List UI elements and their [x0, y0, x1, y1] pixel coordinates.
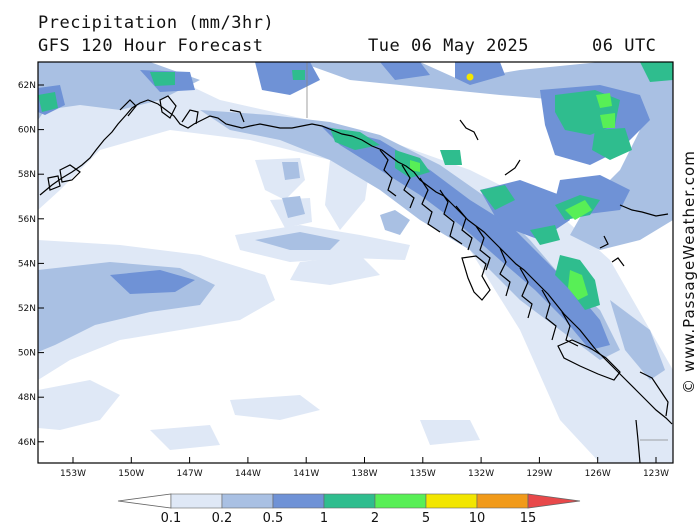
- legend-bin: [476, 493, 529, 509]
- legend-bin: [221, 493, 274, 509]
- legend-label: 0.5: [263, 511, 284, 525]
- border-lines: [306, 62, 668, 441]
- forecast-date: Tue 06 May 2025: [368, 36, 530, 56]
- forecast-subtitle: GFS 120 Hour Forecast: [38, 36, 264, 56]
- lat-tick-label: 60N: [18, 126, 36, 136]
- lat-tick-label: 50N: [18, 349, 36, 359]
- lat-tick-label: 54N: [18, 259, 36, 269]
- legend-bin: [170, 493, 223, 509]
- legend-bin: [323, 493, 376, 509]
- lat-tick-label: 56N: [18, 215, 36, 225]
- credit-text: © www.PassageWeather.com: [680, 150, 698, 394]
- legend-bin: [272, 493, 325, 509]
- lon-tick-label: 123W: [643, 469, 669, 479]
- legend-bin: [374, 493, 427, 509]
- legend-label: 2: [371, 511, 379, 525]
- legend-label: 5: [422, 511, 430, 525]
- precip-field: [38, 62, 673, 463]
- plot-frame: [37, 61, 674, 464]
- legend-label: 15: [520, 511, 537, 525]
- lon-tick-label: 150W: [118, 469, 144, 479]
- lon-tick-label: 132W: [468, 469, 494, 479]
- lon-tick-label: 138W: [351, 469, 377, 479]
- lat-tick-label: 62N: [18, 81, 36, 91]
- lon-tick-label: 147W: [177, 469, 203, 479]
- legend-label: 0.1: [161, 511, 182, 525]
- coastline: [39, 95, 673, 463]
- lat-tick-label: 52N: [18, 304, 36, 314]
- lon-tick-label: 141W: [293, 469, 319, 479]
- lon-tick-label: 126W: [585, 469, 611, 479]
- legend-label: 0.2: [212, 511, 233, 525]
- lon-tick-label: 153W: [60, 469, 86, 479]
- lon-tick-label: 135W: [410, 469, 436, 479]
- legend-label: 1: [320, 511, 328, 525]
- lon-tick-label: 144W: [235, 469, 261, 479]
- legend-bin: [527, 493, 581, 509]
- forecast-time: 06 UTC: [592, 36, 657, 56]
- legend-bin: [117, 493, 172, 509]
- precip-legend: 0.1 0.2 0.5 1 2 5 10 15: [117, 493, 581, 525]
- lat-tick-label: 58N: [18, 170, 36, 180]
- longitude-axis: 153W 150W 147W 144W 141W 138W 135W 132W 129W 126W…: [60, 457, 669, 479]
- legend-bin: [425, 493, 478, 509]
- lat-tick-label: 48N: [18, 393, 36, 403]
- lat-tick-label: 46N: [18, 438, 36, 448]
- map-title: Precipitation (mm/3hr): [38, 13, 275, 33]
- latitude-axis: 62N 60N 58N 56N 54N 52N 50N 48N 46N: [18, 81, 44, 448]
- legend-label: 10: [469, 511, 486, 525]
- lon-tick-label: 129W: [526, 469, 552, 479]
